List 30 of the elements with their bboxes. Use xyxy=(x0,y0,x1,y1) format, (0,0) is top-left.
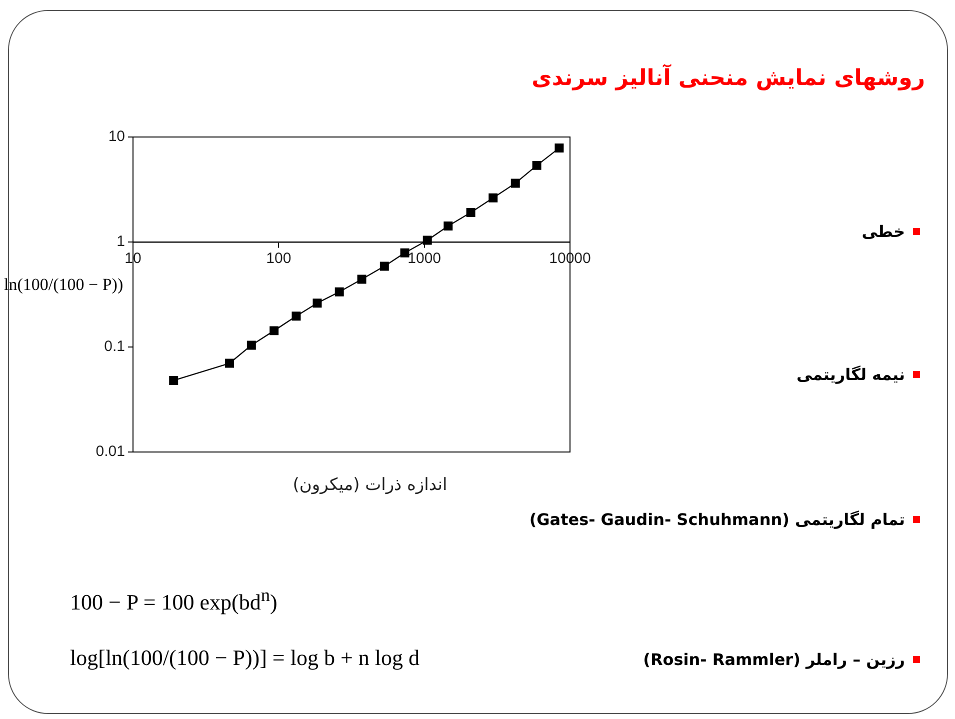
point xyxy=(225,358,234,368)
point xyxy=(334,287,344,296)
point xyxy=(466,208,476,217)
point xyxy=(246,340,256,350)
point xyxy=(422,236,432,245)
point xyxy=(357,274,366,284)
y-tick-label: 1 xyxy=(116,233,125,250)
y-tick-label: 0.1 xyxy=(104,338,125,356)
point xyxy=(270,326,279,336)
point xyxy=(510,178,520,188)
point xyxy=(292,312,301,321)
text: رزین – راملر (Rosin- Rammler) xyxy=(643,650,905,669)
point xyxy=(312,298,322,308)
y-tick-label: 0.01 xyxy=(96,443,125,460)
text: نیمه لگاریتمی xyxy=(796,365,905,384)
point xyxy=(400,248,410,258)
y-tick-label: 10 xyxy=(108,128,125,146)
point xyxy=(380,262,389,271)
x-tick-label: 1000 xyxy=(408,250,442,268)
point xyxy=(532,160,542,170)
point xyxy=(444,222,453,230)
x-tick-label: 100 xyxy=(266,250,292,268)
text: 100 − P = 100 exp(bd$^{n}$) xyxy=(70,585,278,616)
text: تمام لگاریتمی (Gates- Gaudin- Schuhmann) xyxy=(529,510,905,529)
text: log[ln(100/(100 − P))] = log b + n log d xyxy=(70,645,420,671)
text: خطی xyxy=(862,222,905,241)
point xyxy=(488,193,498,202)
x-axis-title: اندازه ذرات (میکرون) xyxy=(292,475,448,495)
text: روشهای نمایش منحنی آنالیز سرندی xyxy=(532,66,925,91)
point xyxy=(554,144,564,153)
